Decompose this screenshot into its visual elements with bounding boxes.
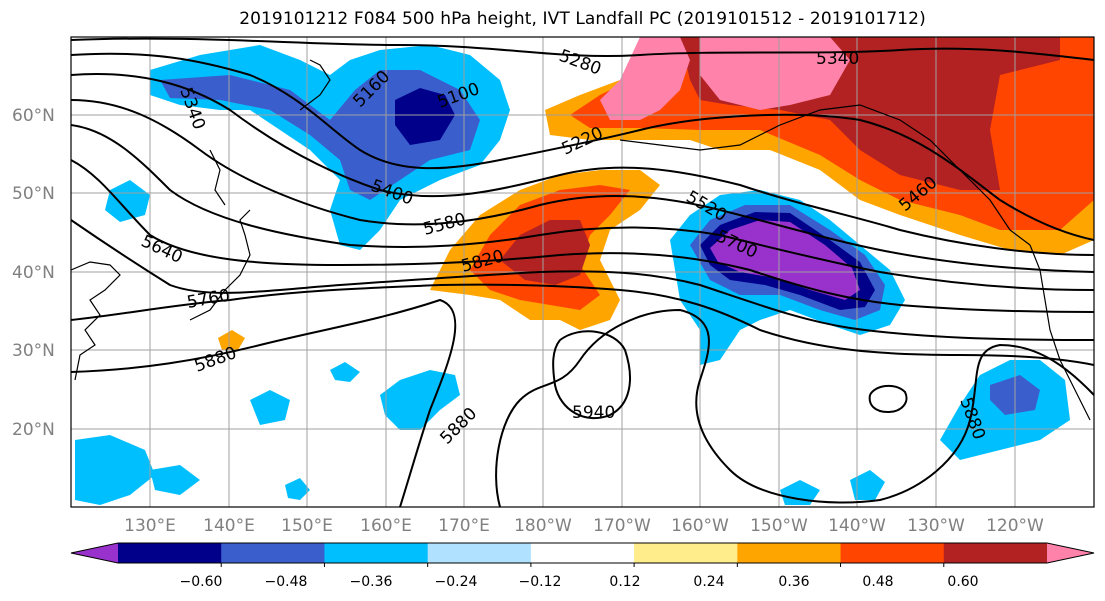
negative-region-east-core — [710, 220, 860, 300]
positive-region-central-strong — [500, 220, 590, 285]
coast-kamchatka — [299, 59, 331, 111]
lat-label-30n: 30°N — [12, 341, 55, 361]
negative-region-far-west — [105, 180, 150, 222]
positive-region-northeast-peak — [700, 37, 850, 110]
lon-label: 170°E — [438, 516, 490, 536]
contour-label: 5340 — [816, 49, 859, 69]
lon-label: 120°W — [986, 516, 1044, 536]
colorbar-segment — [840, 543, 945, 563]
negative-patch-south-4 — [75, 435, 155, 505]
colorbar-tick-label: −0.48 — [265, 574, 308, 590]
colorbar-segment — [221, 543, 325, 563]
colorbar-tick-label: 0.36 — [778, 574, 809, 590]
colorbar-tick-label: 0.24 — [693, 574, 724, 590]
lat-label-20n: 20°N — [12, 420, 55, 440]
lon-label: 180°W — [514, 516, 572, 536]
colorbar-tick-label: 0.60 — [947, 574, 978, 590]
colorbar-segment — [634, 543, 738, 563]
colorbar-outline — [70, 542, 1095, 564]
colorbar-tick-label: −0.24 — [435, 574, 478, 590]
colorbar-tick-label: −0.60 — [180, 574, 223, 590]
contour-line-9 — [71, 298, 457, 507]
lon-label: 130°E — [124, 516, 176, 536]
positive-patch-small — [218, 330, 245, 350]
colorbar-tick-labels: −0.60 −0.48 −0.36 −0.24 −0.12 0.12 0.24 … — [180, 574, 979, 590]
contour-label: 5940 — [572, 403, 615, 423]
negative-patch-south-6 — [285, 478, 310, 500]
height-contours — [71, 37, 1094, 507]
lon-label: 160°E — [360, 516, 412, 536]
negative-patch-south-2 — [250, 390, 290, 425]
contour-line-8 — [71, 283, 1094, 366]
colorbar — [70, 542, 1095, 567]
colorbar-segment — [943, 543, 1048, 563]
lon-label: 150°W — [750, 516, 808, 536]
contour-line-11 — [552, 330, 631, 420]
lon-label: 140°E — [203, 516, 255, 536]
colorbar-segment — [530, 543, 635, 563]
lon-label: 170°W — [593, 516, 651, 536]
lon-label: 160°W — [671, 516, 729, 536]
colorbar-segment — [324, 543, 429, 563]
colorbar-segment — [427, 543, 532, 563]
negative-region-northwest-strong — [395, 88, 455, 145]
contour-line-7 — [71, 219, 1094, 341]
coast-asia — [71, 261, 121, 381]
contour-line-6 — [71, 159, 1094, 313]
lat-label-60n: 60°N — [12, 106, 55, 126]
colorbar-tick-label: −0.36 — [350, 574, 393, 590]
negative-patch-east-2 — [780, 480, 820, 505]
contour-line-4 — [71, 99, 1094, 273]
colorbar-tick-label: 0.12 — [609, 574, 640, 590]
lat-label-50n: 50°N — [12, 184, 55, 204]
negative-patch-south-5 — [150, 465, 200, 495]
latitude-labels: 60°N 50°N 40°N 30°N 20°N — [12, 106, 55, 440]
coast-alaska — [619, 104, 1031, 246]
lon-label: 150°E — [281, 516, 333, 536]
chart-title: 2019101212 F084 500 hPa height, IVT Land… — [239, 9, 926, 29]
colorbar-extend-min — [71, 543, 118, 563]
longitude-labels: 130°E 140°E 150°E 160°E 170°E 180°W 170°… — [124, 516, 1044, 536]
negative-patch-south-3 — [330, 362, 360, 382]
negative-patch-east-3 — [850, 470, 885, 500]
colorbar-segment — [737, 543, 842, 563]
contour-line-1 — [71, 37, 1094, 61]
contour-line-3 — [71, 73, 1094, 256]
lon-label: 140°W — [828, 516, 886, 536]
map-frame — [70, 36, 1095, 508]
contour-line-12 — [868, 384, 908, 414]
contour-line-2 — [71, 52, 1094, 241]
contour-line-5 — [71, 124, 1094, 291]
colorbar-segment — [118, 543, 222, 563]
colorbar-tick-label: −0.12 — [519, 574, 562, 590]
colorbar-extend-max — [1047, 543, 1094, 563]
lon-label: 130°W — [907, 516, 965, 536]
lat-label-40n: 40°N — [12, 263, 55, 283]
colorbar-tick-label: 0.48 — [862, 574, 893, 590]
